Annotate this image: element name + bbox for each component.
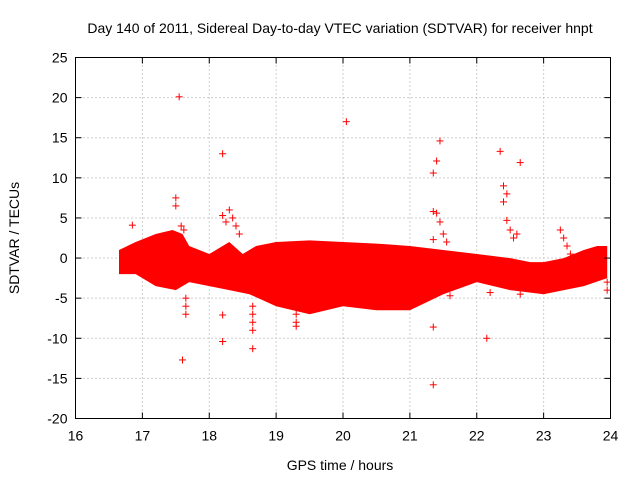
data-point [222, 218, 230, 226]
x-tick-label: 23 [536, 428, 552, 444]
data-point [439, 230, 447, 238]
data-point [219, 150, 227, 158]
data-point [500, 198, 507, 206]
data-point [180, 226, 188, 234]
data-point [503, 216, 511, 224]
data-point [235, 230, 243, 238]
y-tick-label: 15 [52, 130, 68, 146]
data-point [446, 292, 454, 300]
data-point [175, 93, 183, 101]
data-point [603, 278, 611, 286]
data-point [172, 194, 180, 202]
data-point [496, 147, 504, 155]
data-point [429, 381, 437, 389]
x-axis-label: GPS time / hours [287, 457, 394, 473]
x-tick-label: 18 [201, 428, 217, 444]
data-point [563, 242, 571, 250]
data-point [249, 310, 257, 318]
data-point [503, 190, 511, 198]
data-point [219, 337, 227, 345]
y-tick-label: -5 [55, 290, 68, 306]
data-point [182, 310, 190, 318]
data-point [128, 221, 136, 229]
data-point [443, 238, 451, 246]
data-point [573, 258, 581, 266]
data-point [483, 334, 491, 342]
data-point [500, 182, 507, 190]
data-point [433, 157, 441, 165]
data-point [182, 294, 190, 302]
data-point [486, 289, 494, 297]
data-point [516, 290, 524, 298]
data-point [560, 234, 568, 242]
y-tick-label: 0 [60, 250, 68, 266]
dense-point-band [119, 230, 608, 315]
data-point [429, 236, 437, 244]
y-tick-label: 5 [60, 210, 68, 226]
data-point [506, 226, 514, 234]
data-point [342, 118, 350, 126]
y-tick-label: 20 [52, 90, 68, 106]
ticks: 16 17 18 19 20 21 22 23 24 -20 -15 -10 -5 0 5 10 15 20 25 [47, 50, 618, 444]
data-point [177, 222, 185, 230]
data-point [219, 311, 227, 319]
y-tick-label: -15 [47, 370, 67, 386]
data-point [429, 323, 437, 331]
data-point [603, 286, 611, 294]
data-point [516, 159, 524, 167]
data-point [249, 302, 257, 310]
x-tick-label: 22 [469, 428, 485, 444]
data-point [249, 345, 257, 353]
y-axis-label: SDTVAR / TECUs [6, 182, 22, 294]
data-point [219, 212, 227, 220]
data-point [292, 322, 300, 330]
data-point [232, 222, 240, 230]
data-point [510, 234, 518, 242]
chart-title: Day 140 of 2011, Sidereal Day-to-day VTE… [87, 20, 592, 36]
data-point [566, 250, 574, 258]
data-point [179, 356, 186, 364]
y-tick-label: 10 [52, 170, 68, 186]
y-tick-label: -10 [47, 330, 67, 346]
data-point [436, 218, 444, 226]
data-point [436, 137, 444, 145]
x-tick-label: 24 [603, 428, 619, 444]
data-point [429, 169, 437, 177]
x-tick-label: 21 [402, 428, 418, 444]
data-point [292, 310, 300, 318]
x-tick-label: 16 [68, 428, 84, 444]
data-point [429, 208, 437, 216]
x-tick-label: 19 [268, 428, 284, 444]
data-point [556, 226, 564, 234]
data-layer [119, 93, 611, 389]
x-tick-label: 17 [135, 428, 151, 444]
x-tick-label: 20 [335, 428, 351, 444]
data-point [229, 214, 237, 222]
y-tick-label: 25 [52, 50, 68, 66]
data-point [249, 318, 257, 326]
data-point [182, 302, 190, 310]
data-point [225, 206, 233, 214]
data-point [433, 209, 441, 217]
data-point [249, 326, 257, 334]
y-tick-label: -20 [47, 411, 67, 427]
data-point [172, 202, 180, 210]
data-point [513, 230, 521, 238]
